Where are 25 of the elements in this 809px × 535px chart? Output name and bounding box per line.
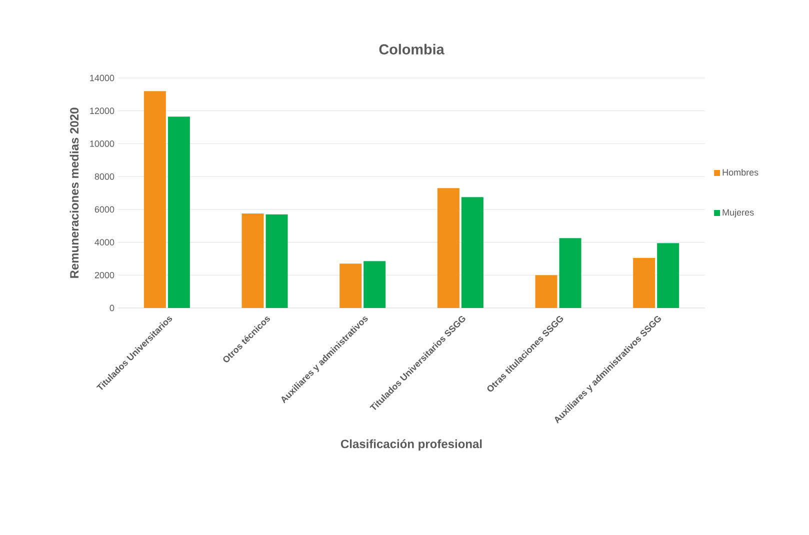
legend-label: Hombres	[722, 168, 758, 176]
bar	[144, 91, 166, 308]
bar	[657, 243, 680, 308]
y-tick-label: 2000	[94, 272, 114, 278]
bar	[461, 197, 484, 308]
bar	[633, 258, 656, 308]
legend-label: Mujeres	[722, 208, 754, 218]
y-axis-title: Remuneraciones medias 2020	[70, 108, 79, 278]
bar	[364, 261, 386, 308]
bar	[266, 214, 288, 308]
y-tick-label: 8000	[94, 173, 114, 180]
bar	[535, 275, 558, 308]
bar	[242, 214, 264, 308]
y-tick-label: 12000	[90, 108, 114, 114]
bar	[559, 238, 582, 308]
y-tick-label: 0	[110, 304, 114, 312]
bar	[437, 188, 460, 308]
y-tick-label: 14000	[90, 74, 114, 82]
x-axis-title: Clasificación profesional	[340, 439, 482, 451]
y-tick-label: 10000	[90, 140, 114, 147]
y-tick-label: 6000	[94, 206, 114, 213]
bar	[168, 116, 190, 308]
y-tick-label: 4000	[94, 239, 114, 246]
chart-title: Colombia	[379, 44, 444, 54]
bar	[340, 264, 362, 308]
